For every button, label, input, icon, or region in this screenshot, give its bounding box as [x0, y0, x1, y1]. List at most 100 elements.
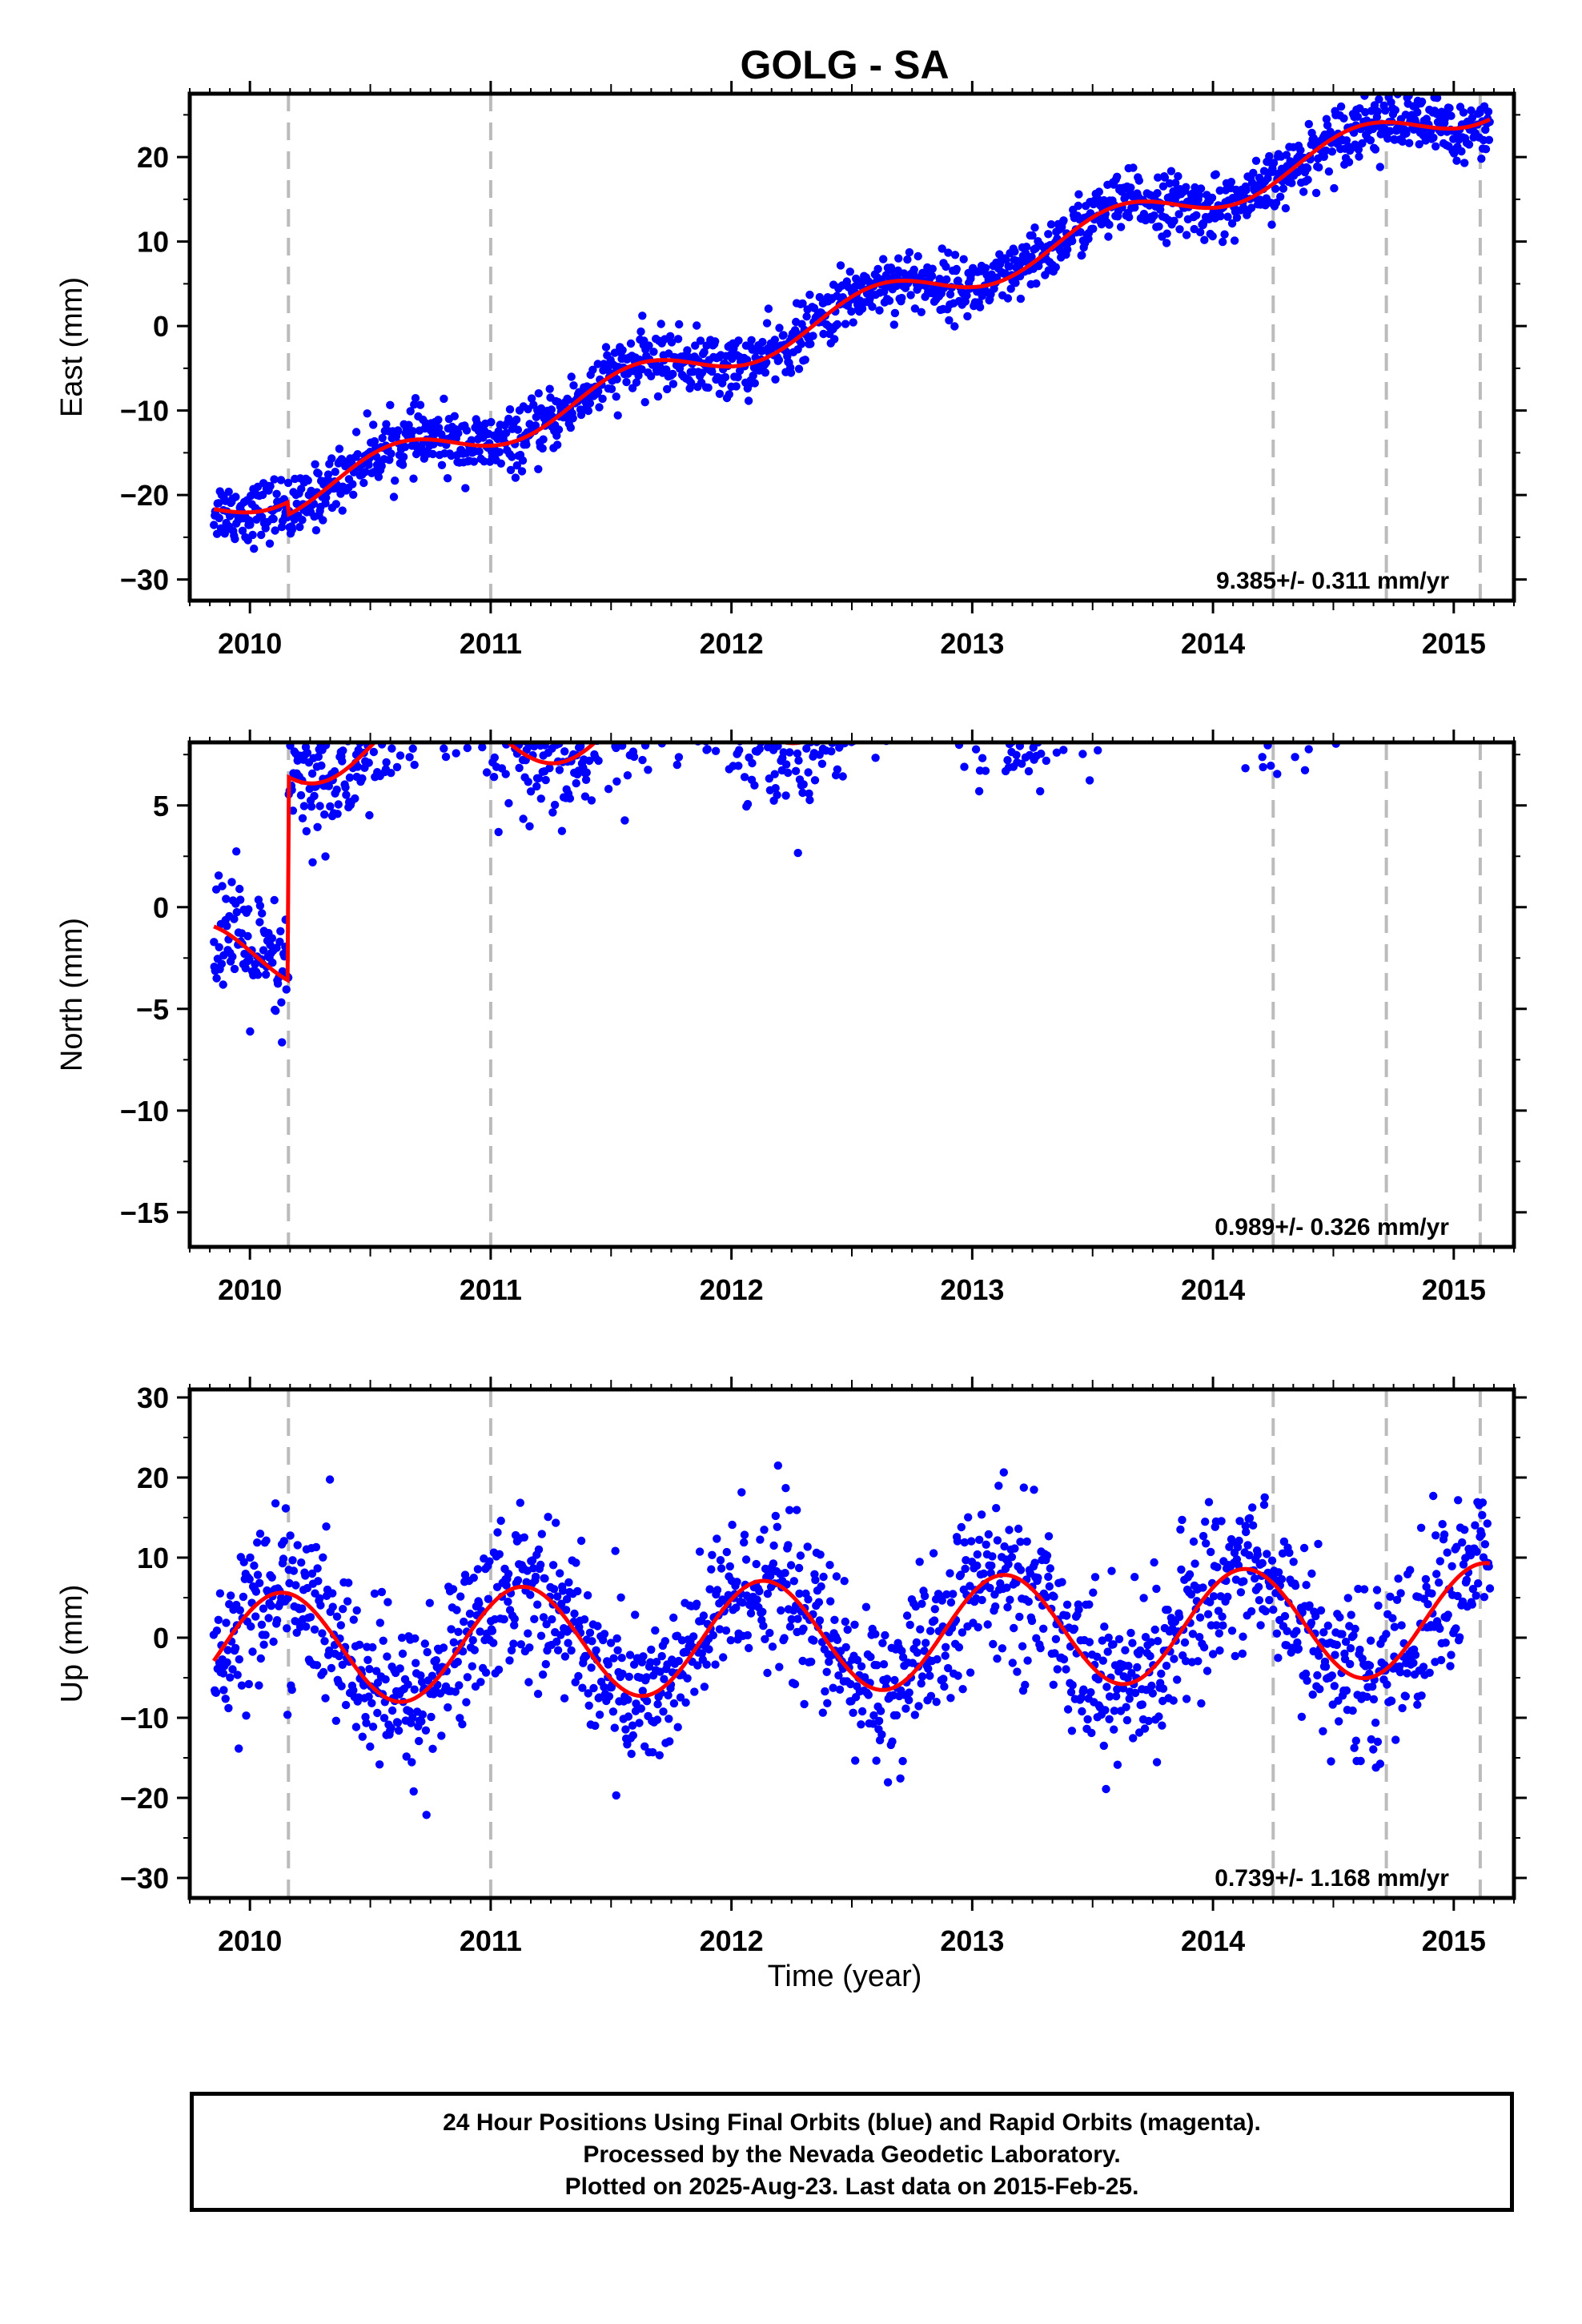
data-point: [1044, 230, 1053, 239]
data-point: [544, 1513, 552, 1522]
data-point: [548, 1614, 556, 1624]
data-point: [674, 687, 682, 695]
data-point: [1014, 1524, 1023, 1534]
data-point: [223, 922, 231, 931]
data-point: [504, 1597, 512, 1606]
data-point: [949, 1590, 958, 1598]
data-point: [939, 711, 947, 719]
data-point: [361, 468, 370, 476]
data-point: [721, 678, 729, 686]
data-point: [496, 700, 504, 708]
data-point: [784, 768, 793, 778]
data-point: [803, 686, 811, 694]
data-point: [345, 773, 355, 782]
data-point: [779, 331, 788, 340]
data-point: [341, 1700, 351, 1710]
data-point: [985, 710, 993, 718]
data-point: [1246, 649, 1254, 657]
data-point: [914, 1702, 923, 1711]
data-point: [594, 756, 603, 766]
data-point: [1016, 294, 1026, 304]
data-point: [873, 264, 882, 274]
data-point: [1093, 672, 1101, 680]
data-point: [600, 1630, 609, 1638]
data-point: [383, 1652, 391, 1661]
data-point: [664, 1691, 673, 1700]
data-point: [282, 985, 291, 994]
data-point: [680, 718, 688, 726]
data-point: [1473, 706, 1481, 714]
data-point: [1034, 702, 1042, 710]
data-point: [986, 1583, 994, 1593]
data-point: [1472, 676, 1480, 684]
data-point: [247, 491, 255, 501]
data-point: [1110, 642, 1118, 650]
data-point: [364, 1692, 373, 1701]
data-point: [855, 710, 863, 718]
data-point: [365, 810, 374, 820]
data-point: [1341, 637, 1349, 645]
data-point: [987, 1561, 996, 1570]
data-point: [750, 781, 759, 790]
data-point: [943, 667, 951, 675]
data-point: [1263, 673, 1271, 681]
data-point: [1024, 695, 1032, 703]
data-point: [464, 690, 472, 698]
data-point: [649, 697, 657, 705]
data-point: [665, 703, 673, 711]
data-point: [708, 1550, 717, 1560]
data-point: [1345, 607, 1353, 615]
data-point: [637, 681, 645, 689]
data-point: [1316, 665, 1324, 673]
data-point: [703, 745, 712, 754]
data-point: [718, 719, 726, 727]
data-point: [642, 666, 650, 674]
data-point: [1059, 1655, 1069, 1664]
data-point: [1180, 1638, 1190, 1647]
data-point: [661, 658, 669, 666]
data-point: [1162, 1661, 1171, 1671]
data-point: [836, 725, 844, 733]
data-point: [774, 356, 784, 364]
data-point: [876, 676, 884, 684]
data-point: [711, 706, 719, 714]
data-point: [556, 1630, 565, 1639]
data-point: [1010, 247, 1019, 256]
data-point: [1036, 786, 1045, 796]
data-point: [875, 306, 884, 315]
data-point: [890, 702, 898, 710]
data-point: [245, 1574, 254, 1584]
data-point: [1050, 711, 1058, 719]
data-point: [929, 661, 937, 669]
data-point: [578, 1683, 587, 1692]
data-point: [933, 1655, 942, 1664]
data-point: [222, 895, 231, 903]
data-point: [683, 719, 691, 727]
data-point: [553, 1592, 562, 1601]
data-point: [408, 1713, 417, 1722]
data-point: [660, 1675, 669, 1683]
data-point: [1424, 609, 1432, 617]
data-point: [765, 1628, 774, 1638]
data-point: [1042, 1593, 1051, 1602]
data-point: [259, 1640, 268, 1649]
y-tick-label: 0: [153, 891, 169, 924]
data-point: [323, 470, 333, 479]
data-point: [726, 1636, 735, 1645]
data-point: [510, 1614, 519, 1623]
data-point: [1255, 679, 1263, 687]
data-point: [283, 1711, 292, 1719]
data-point: [321, 852, 330, 861]
data-point: [270, 895, 279, 905]
data-point: [518, 706, 526, 714]
data-point: [1398, 137, 1407, 146]
data-point: [576, 714, 584, 722]
data-point: [716, 690, 724, 698]
data-point: [1199, 1531, 1208, 1541]
data-point: [1471, 669, 1479, 677]
data-point: [1187, 618, 1195, 626]
data-point: [847, 307, 856, 316]
data-point: [922, 644, 930, 652]
data-point: [661, 721, 669, 729]
data-point: [469, 1574, 478, 1582]
